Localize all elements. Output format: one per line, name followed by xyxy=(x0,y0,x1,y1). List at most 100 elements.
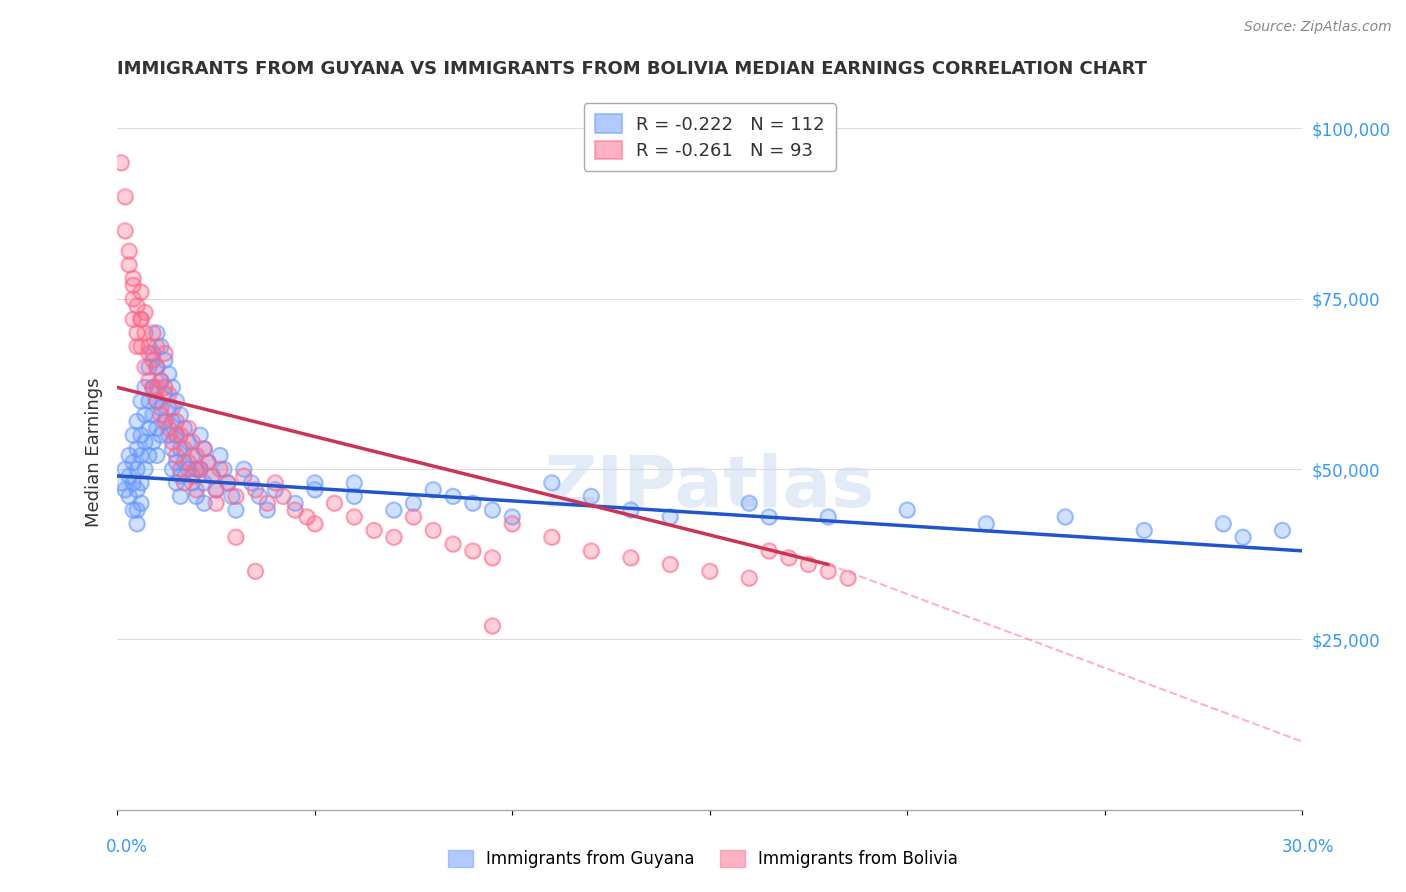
Point xyxy=(165,449,187,463)
Point xyxy=(197,455,219,469)
Point xyxy=(129,312,152,326)
Point xyxy=(177,434,200,449)
Point xyxy=(118,244,141,259)
Point xyxy=(162,380,184,394)
Point xyxy=(461,544,484,558)
Point xyxy=(193,475,215,490)
Point xyxy=(110,475,132,490)
Point xyxy=(481,503,503,517)
Point xyxy=(304,516,326,531)
Point xyxy=(169,442,191,456)
Point xyxy=(118,244,141,259)
Point xyxy=(540,475,562,490)
Point xyxy=(402,496,425,510)
Legend: Immigrants from Guyana, Immigrants from Bolivia: Immigrants from Guyana, Immigrants from … xyxy=(441,843,965,875)
Point xyxy=(138,346,160,360)
Point xyxy=(256,503,278,517)
Point xyxy=(157,367,180,381)
Point xyxy=(125,442,148,456)
Point xyxy=(134,305,156,319)
Point xyxy=(153,414,176,428)
Point xyxy=(1271,524,1294,538)
Point xyxy=(402,496,425,510)
Point xyxy=(129,428,152,442)
Point xyxy=(153,353,176,368)
Point xyxy=(149,401,172,415)
Point xyxy=(188,462,211,476)
Point xyxy=(125,339,148,353)
Point xyxy=(817,509,839,524)
Point xyxy=(620,550,643,565)
Point xyxy=(122,312,145,326)
Point xyxy=(264,483,287,497)
Point xyxy=(162,434,184,449)
Point xyxy=(125,483,148,497)
Point xyxy=(188,462,211,476)
Point xyxy=(122,428,145,442)
Point xyxy=(343,475,366,490)
Point xyxy=(125,462,148,476)
Point xyxy=(165,455,187,469)
Text: ZIPatlas: ZIPatlas xyxy=(544,453,875,523)
Point xyxy=(974,516,997,531)
Point xyxy=(145,359,167,374)
Point xyxy=(145,359,167,374)
Point xyxy=(149,374,172,388)
Point xyxy=(162,401,184,415)
Point xyxy=(149,428,172,442)
Point xyxy=(118,489,141,503)
Point xyxy=(271,489,294,503)
Point xyxy=(157,421,180,435)
Point xyxy=(162,414,184,428)
Point xyxy=(837,571,859,585)
Point xyxy=(896,503,918,517)
Point xyxy=(217,475,239,490)
Point xyxy=(186,449,208,463)
Point xyxy=(153,346,176,360)
Point xyxy=(208,449,231,463)
Point xyxy=(481,550,503,565)
Point xyxy=(145,359,167,374)
Point xyxy=(114,224,136,238)
Point xyxy=(145,380,167,394)
Point xyxy=(142,380,165,394)
Point xyxy=(264,475,287,490)
Point xyxy=(232,462,254,476)
Point xyxy=(501,516,523,531)
Point xyxy=(186,449,208,463)
Point xyxy=(177,455,200,469)
Point xyxy=(165,449,187,463)
Point xyxy=(186,462,208,476)
Point xyxy=(125,503,148,517)
Point xyxy=(122,475,145,490)
Point xyxy=(165,414,187,428)
Point xyxy=(169,489,191,503)
Point xyxy=(153,346,176,360)
Point xyxy=(165,428,187,442)
Point xyxy=(363,524,385,538)
Point xyxy=(295,509,318,524)
Point xyxy=(129,496,152,510)
Point xyxy=(197,455,219,469)
Point xyxy=(145,394,167,409)
Point xyxy=(142,353,165,368)
Point xyxy=(738,571,761,585)
Point xyxy=(153,353,176,368)
Point xyxy=(129,285,152,299)
Point xyxy=(620,503,643,517)
Point xyxy=(173,455,195,469)
Point xyxy=(129,449,152,463)
Point xyxy=(208,462,231,476)
Point xyxy=(122,278,145,293)
Point xyxy=(181,475,204,490)
Point xyxy=(221,489,243,503)
Point xyxy=(382,530,405,544)
Legend: R = -0.222   N = 112, R = -0.261   N = 93: R = -0.222 N = 112, R = -0.261 N = 93 xyxy=(583,103,835,171)
Point xyxy=(173,421,195,435)
Point xyxy=(579,544,602,558)
Point xyxy=(122,455,145,469)
Point xyxy=(138,374,160,388)
Point xyxy=(501,516,523,531)
Point xyxy=(501,509,523,524)
Point xyxy=(217,475,239,490)
